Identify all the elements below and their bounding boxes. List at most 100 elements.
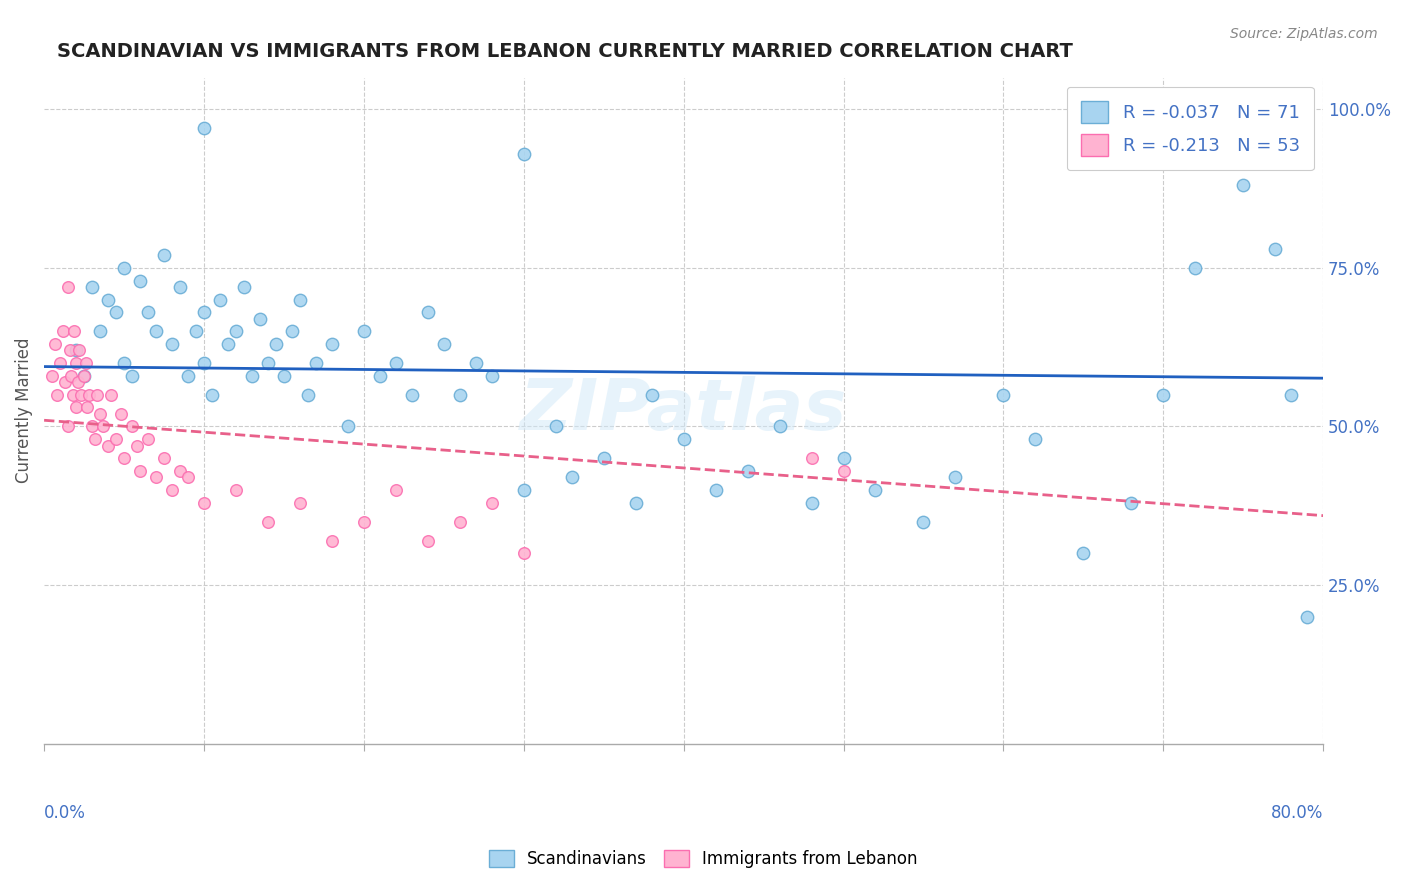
Point (41, 368, 63, 383)
Point (768, 419, 790, 434)
Point (401, 388, 423, 402)
Point (97, 438, 120, 452)
Point (945, 470, 967, 484)
Point (65, 343, 87, 358)
Point (672, 432, 695, 446)
Point (201, 388, 224, 402)
Point (169, 464, 191, 478)
Point (112, 451, 135, 466)
Point (73, 368, 96, 383)
Point (45, 388, 67, 402)
Point (993, 388, 1015, 402)
Point (67, 343, 90, 358)
Point (240, 368, 263, 383)
Point (1024, 432, 1046, 446)
Point (44, 337, 66, 351)
Point (288, 495, 311, 509)
Point (1279, 388, 1302, 402)
Point (1296, 609, 1319, 624)
Point (336, 419, 359, 434)
Point (177, 368, 200, 383)
Point (53, 375, 76, 389)
Point (305, 356, 328, 370)
Legend: R = -0.037   N = 71, R = -0.213   N = 53: R = -0.037 N = 71, R = -0.213 N = 53 (1067, 87, 1315, 170)
Point (264, 337, 287, 351)
Text: 80.0%: 80.0% (1271, 804, 1323, 822)
Point (89, 324, 111, 338)
Point (416, 305, 439, 319)
Point (89, 407, 111, 421)
Point (184, 324, 207, 338)
Point (76, 401, 98, 415)
Point (321, 533, 343, 548)
Point (52, 324, 75, 338)
Point (73, 368, 96, 383)
Point (800, 495, 823, 509)
Point (592, 451, 614, 466)
Point (75, 356, 97, 370)
Point (385, 356, 408, 370)
Point (1152, 388, 1174, 402)
Point (129, 464, 152, 478)
Point (160, 337, 183, 351)
Point (160, 483, 183, 497)
Point (110, 407, 132, 421)
Point (153, 248, 176, 262)
Text: ZIPatlas: ZIPatlas (520, 376, 848, 445)
Point (60, 368, 83, 383)
Point (297, 388, 319, 402)
Point (65, 401, 87, 415)
Point (66, 375, 89, 389)
Point (56, 280, 79, 294)
Point (624, 495, 647, 509)
Point (281, 324, 304, 338)
Text: SCANDINAVIAN VS IMMIGRANTS FROM LEBANON CURRENTLY MARRIED CORRELATION CHART: SCANDINAVIAN VS IMMIGRANTS FROM LEBANON … (56, 42, 1073, 61)
Point (193, 495, 215, 509)
Point (513, 146, 536, 161)
Point (153, 451, 176, 466)
Point (225, 483, 247, 497)
Point (544, 419, 567, 434)
Point (1184, 260, 1206, 275)
Point (257, 515, 280, 529)
Point (49, 356, 72, 370)
Point (1121, 495, 1143, 509)
Point (464, 356, 486, 370)
Point (233, 280, 256, 294)
Point (481, 368, 503, 383)
Point (70, 388, 93, 402)
Point (129, 274, 152, 288)
Point (169, 280, 191, 294)
Text: Source: ZipAtlas.com: Source: ZipAtlas.com (1230, 27, 1378, 41)
Point (105, 305, 128, 319)
Point (112, 356, 135, 370)
Point (177, 470, 200, 484)
Point (433, 337, 456, 351)
Point (737, 464, 759, 478)
Point (865, 483, 887, 497)
Point (62, 388, 84, 402)
Point (112, 260, 135, 275)
Point (225, 324, 247, 338)
Point (1264, 242, 1286, 256)
Point (59, 343, 82, 358)
Point (91, 419, 114, 434)
Point (1232, 178, 1254, 193)
Point (385, 483, 408, 497)
Point (63, 324, 86, 338)
Point (56, 419, 79, 434)
Point (449, 388, 471, 402)
Point (136, 305, 159, 319)
Point (84, 432, 107, 446)
Point (704, 483, 727, 497)
Point (832, 451, 855, 466)
Point (100, 388, 122, 402)
Point (257, 356, 280, 370)
Point (1071, 546, 1094, 560)
Point (449, 515, 471, 529)
Point (80, 280, 103, 294)
Point (353, 324, 375, 338)
Point (97, 293, 120, 307)
Point (912, 515, 935, 529)
Point (86, 388, 108, 402)
